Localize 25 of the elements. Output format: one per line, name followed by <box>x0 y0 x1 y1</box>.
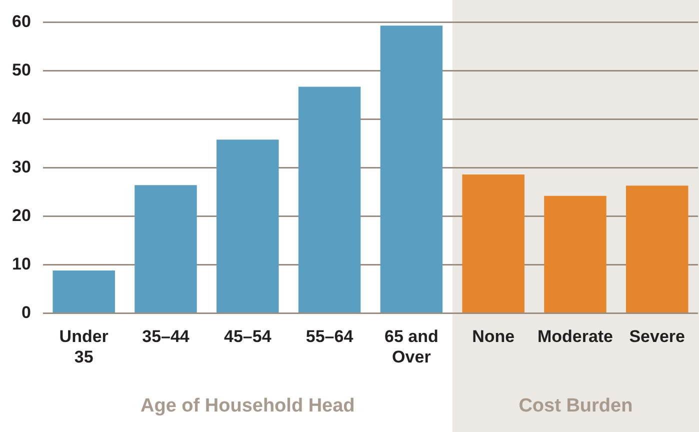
y-tick-label: 40 <box>12 108 31 128</box>
y-tick-label: 50 <box>12 60 31 80</box>
y-tick-label: 60 <box>12 12 31 31</box>
x-tick-label: 55–64 <box>306 327 354 346</box>
bar <box>298 86 361 312</box>
x-tick-label: Under 35 <box>59 327 109 366</box>
x-tick-label: 65 and Over <box>384 327 438 366</box>
text: Age of Household Head <box>140 395 355 416</box>
y-tick-label: 30 <box>12 157 31 176</box>
bar <box>380 26 443 312</box>
bar <box>216 140 279 312</box>
bar <box>134 185 197 312</box>
band-label: Cost Burden <box>518 395 633 416</box>
bar <box>544 196 606 312</box>
x-tick-label: Moderate <box>537 327 614 346</box>
x-tick-label: 45–54 <box>224 327 272 346</box>
y-tick-label: 20 <box>12 206 31 225</box>
bar <box>462 174 524 312</box>
bar <box>626 186 688 312</box>
x-tick-label: Severe <box>629 327 686 346</box>
bar <box>52 270 115 312</box>
x-tick-label: 35–44 <box>142 327 190 346</box>
x-tick-label: None <box>472 327 515 346</box>
y-tick-label: 10 <box>12 254 31 274</box>
y-tick-label: 0 <box>21 302 31 322</box>
